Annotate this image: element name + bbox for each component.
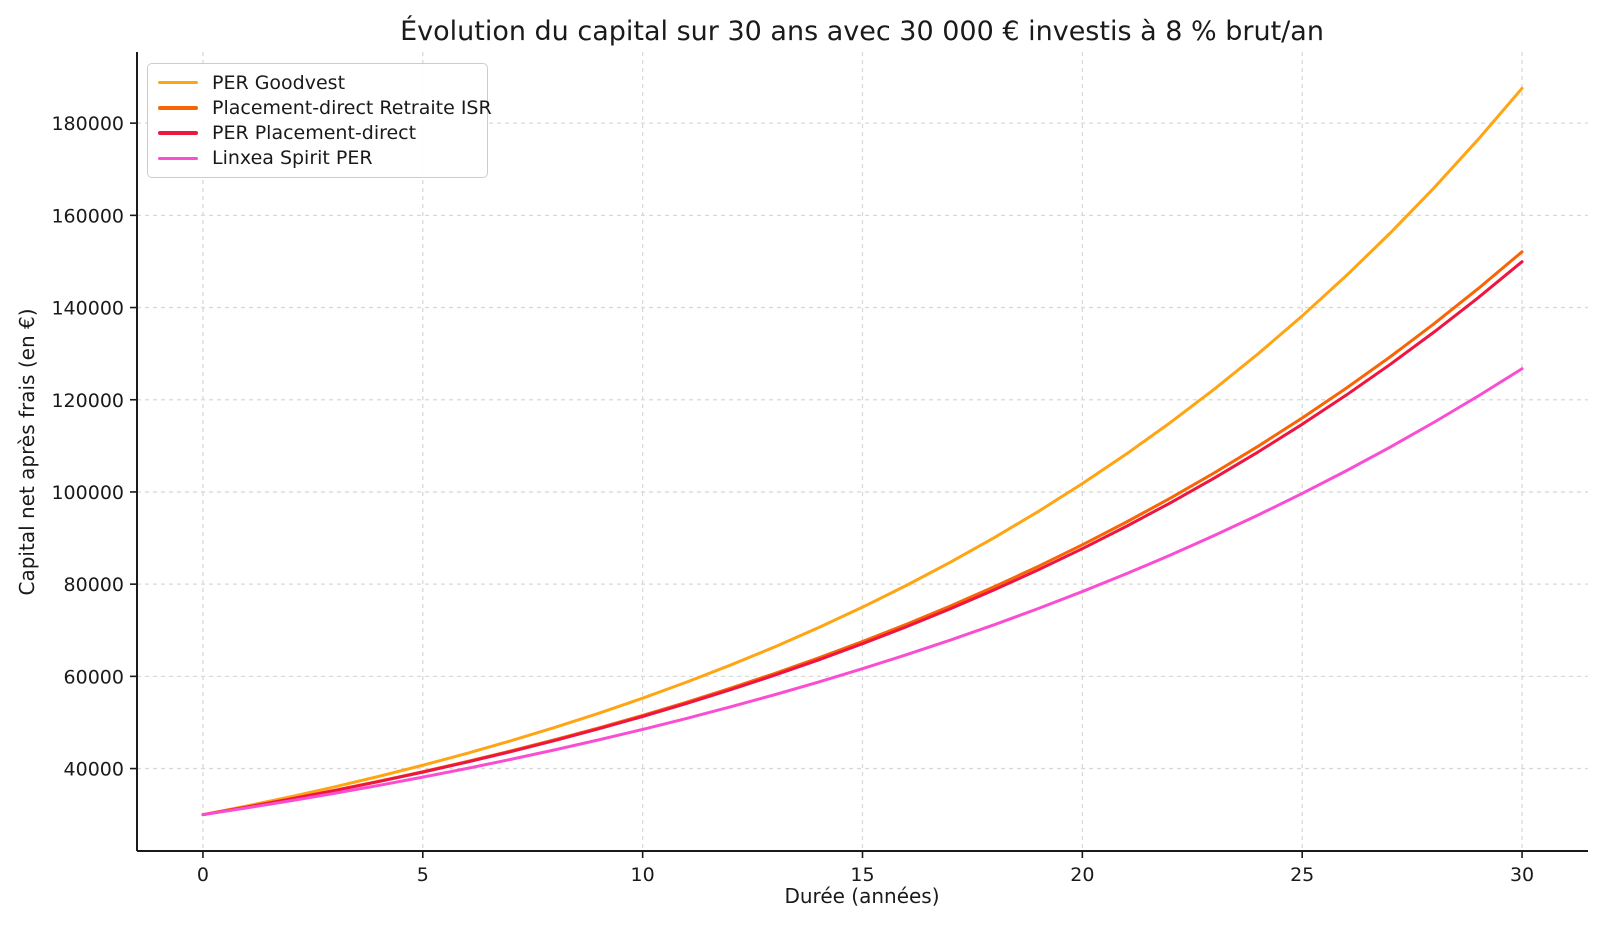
y-tick-label: 140000 bbox=[51, 298, 124, 320]
legend-line-swatch bbox=[158, 156, 198, 161]
legend-item-per-placement-direct: PER Placement-direct bbox=[158, 121, 477, 146]
legend-box: PER Goodvest Placement-direct Retraite IS… bbox=[147, 63, 492, 178]
legend-label: Linxea Spirit PER bbox=[212, 147, 373, 170]
x-axis-label: Durée (années) bbox=[784, 884, 939, 908]
y-tick-label: 40000 bbox=[64, 759, 124, 781]
x-tick-label: 10 bbox=[631, 864, 655, 886]
legend-item-per-goodvest: PER Goodvest bbox=[158, 70, 477, 95]
grid-layer bbox=[137, 52, 1588, 851]
legend-item-placement-direct-retraite-isr: Placement-direct Retraite ISR bbox=[158, 95, 492, 120]
legend-label: PER Goodvest bbox=[212, 71, 346, 94]
series-line-linxea-spirit-per bbox=[201, 367, 1524, 817]
chart-title: Évolution du capital sur 30 ans avec 30 … bbox=[400, 15, 1324, 47]
y-axis-label: Capital net après frais (en €) bbox=[15, 308, 39, 595]
x-tick-label: 25 bbox=[1290, 864, 1314, 886]
legend-label: PER Placement-direct bbox=[212, 122, 417, 145]
legend-item-linxea-spirit-per: Linxea Spirit PER bbox=[158, 146, 477, 171]
x-tick-label: 30 bbox=[1510, 864, 1534, 886]
x-tick-label: 20 bbox=[1070, 864, 1094, 886]
legend-line-swatch bbox=[158, 106, 198, 110]
legend-label: Placement-direct Retraite ISR bbox=[212, 96, 492, 119]
legend-line-swatch bbox=[158, 131, 198, 135]
series-layer bbox=[201, 86, 1524, 817]
y-tick-label: 160000 bbox=[51, 205, 124, 227]
axis-layer: 0 5 10 15 20 25 30 40000 60000 80000 100000 120000 1… bbox=[51, 52, 1588, 886]
x-tick-label: 15 bbox=[850, 864, 874, 886]
series-line-per-goodvest bbox=[201, 86, 1524, 817]
y-tick-label: 120000 bbox=[51, 390, 124, 412]
y-tick-label: 60000 bbox=[64, 666, 124, 688]
x-tick-label: 0 bbox=[197, 864, 209, 886]
series-line-per-placement-direct bbox=[201, 260, 1524, 817]
y-tick-label: 100000 bbox=[51, 482, 124, 504]
legend-line-swatch bbox=[158, 80, 198, 85]
y-tick-label: 80000 bbox=[64, 574, 124, 596]
x-tick-label: 5 bbox=[417, 864, 429, 886]
y-tick-label: 180000 bbox=[51, 113, 124, 135]
